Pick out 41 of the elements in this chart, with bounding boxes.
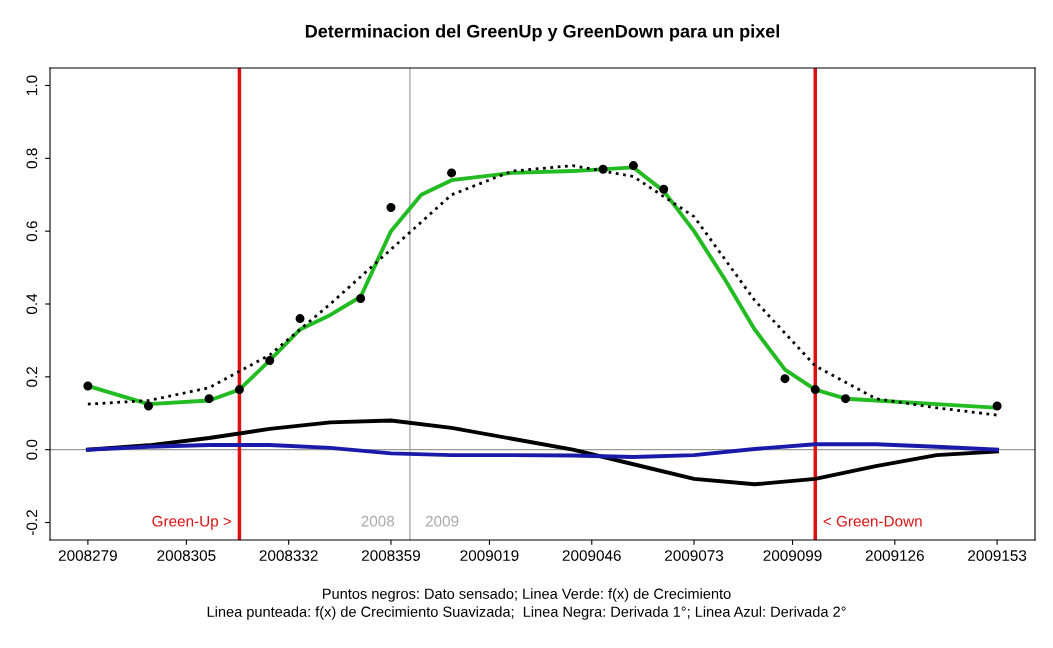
annotation: 2009 (425, 515, 459, 527)
x-tick-label: 2008332 (259, 550, 318, 561)
point (628, 161, 638, 171)
x-tick-label: 2009019 (460, 550, 519, 561)
text: Linea punteada: f(x) de Crecimiento Suavizada; Linea Negra: Derivada 1°; Linea Azul: Derivada 2° (207, 606, 846, 620)
point (447, 168, 457, 178)
x-tick-label: 2009153 (968, 550, 1027, 561)
y-tick-label: 1.0 (26, 75, 38, 95)
point (992, 401, 1002, 411)
x-tick-label: 2008279 (58, 550, 117, 561)
point (265, 355, 275, 365)
point (234, 385, 244, 395)
line-series (85, 442, 1000, 459)
point (810, 385, 820, 395)
point (598, 164, 608, 174)
chart-title: Determinacion del GreenUp y GreenDown para un pixel (305, 24, 780, 42)
x-tick-label: 2008305 (157, 550, 216, 561)
ref-line-label: < Green-Down (823, 515, 922, 527)
x-tick-label: 2009126 (865, 550, 924, 561)
point (204, 394, 214, 404)
point (659, 184, 669, 194)
y-tick-label: -0.2 (26, 510, 38, 535)
x-tick-label: 2008359 (361, 550, 420, 561)
x-tick-label: 2009073 (665, 550, 724, 561)
y-tick-label: 0.4 (26, 293, 38, 315)
text: Puntos negros: Dato sensado; Linea Verde: f(x) de Crecimiento (323, 588, 731, 602)
y-tick-label: 0.6 (26, 221, 38, 242)
y-tick-label: 0.2 (26, 366, 38, 387)
x-tick-label: 2009099 (763, 550, 822, 561)
point (144, 401, 153, 411)
point (83, 381, 93, 391)
point (386, 202, 396, 212)
y-tick-label: 0.0 (26, 439, 38, 460)
point (841, 394, 851, 404)
point (780, 374, 790, 384)
ref-line-label: Green-Up > (152, 515, 232, 530)
y-tick-label: 0.8 (26, 148, 38, 169)
point (295, 314, 305, 324)
annotation: 2008 (361, 515, 395, 527)
x-tick-label: 2009046 (562, 550, 621, 561)
point (356, 294, 366, 304)
